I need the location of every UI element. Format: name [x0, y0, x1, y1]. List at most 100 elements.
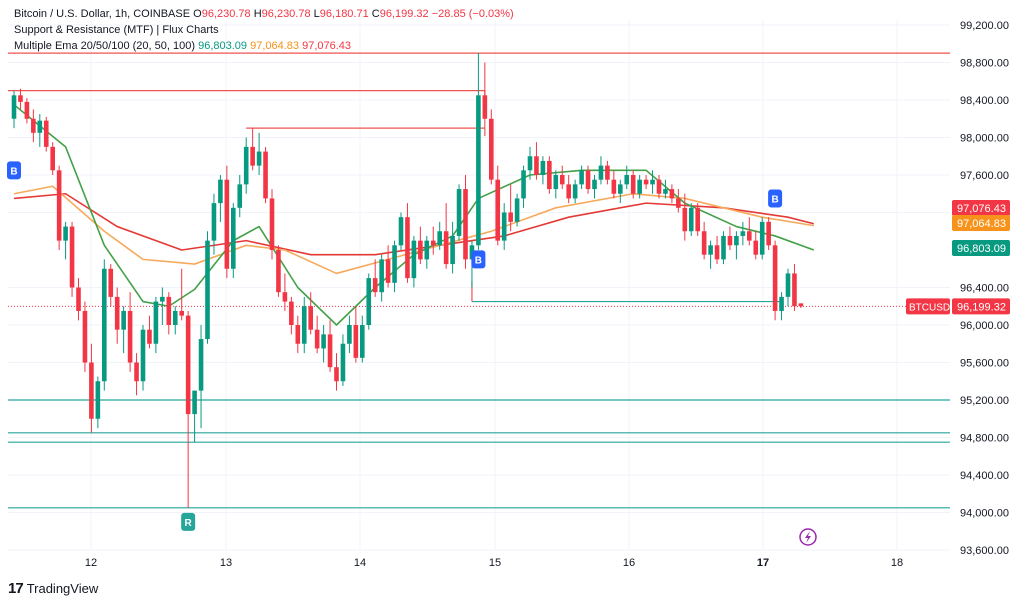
- candle-body: [347, 325, 352, 344]
- candle: [734, 231, 739, 260]
- candle: [553, 170, 559, 199]
- candle-body: [398, 217, 404, 246]
- candle: [121, 306, 126, 354]
- candle-body: [656, 179, 662, 194]
- close-value: 96,199.32: [379, 8, 429, 20]
- candle-body: [82, 310, 88, 363]
- candle-body: [231, 207, 236, 269]
- candle: [69, 221, 75, 297]
- indicator-ema-row[interactable]: Multiple Ema 20/50/100 (20, 50, 100) 96,…: [14, 38, 514, 54]
- indicator-sr-label: Support & Resistance (MTF) | Flux Charts: [14, 24, 219, 36]
- candle-body: [121, 310, 126, 330]
- high-value: 96,230.78: [261, 8, 311, 20]
- signal-marker: B: [7, 161, 21, 180]
- candle: [566, 175, 571, 204]
- brand-label: TradingView: [26, 581, 99, 596]
- candle: [37, 114, 43, 147]
- candle: [463, 175, 468, 269]
- y-tick-label: 98,400.00: [960, 95, 1009, 107]
- candle: [540, 156, 546, 185]
- candle: [443, 203, 449, 269]
- candle: [263, 146, 268, 204]
- candle: [282, 273, 288, 311]
- candle: [63, 221, 68, 260]
- x-tick-label: 16: [623, 557, 635, 569]
- candle: [289, 296, 294, 335]
- high-label: H: [253, 8, 262, 20]
- candle: [766, 217, 771, 250]
- candle: [205, 231, 210, 344]
- candle-body: [527, 156, 533, 171]
- candle-body: [585, 170, 591, 190]
- candle-body: [759, 221, 765, 255]
- signal-marker: B: [768, 189, 783, 208]
- candle: [18, 88, 23, 110]
- symbol-tag-text: BTCUSD: [909, 302, 950, 313]
- candle: [792, 264, 797, 311]
- candle: [418, 226, 423, 265]
- signal-badge: [471, 250, 486, 269]
- chart-legend: Bitcoin / U.S. Dollar, 1h, COINBASE O96,…: [14, 6, 514, 54]
- candle-body: [566, 184, 571, 199]
- y-tick-label: 95,200.00: [960, 395, 1009, 407]
- candle: [637, 175, 642, 199]
- candle-body: [676, 198, 681, 208]
- candle-body: [714, 245, 720, 260]
- candle: [598, 156, 604, 185]
- candle-body: [301, 306, 307, 344]
- ema100-value: 97,076.43: [302, 40, 352, 52]
- candle-body: [579, 170, 584, 185]
- candle: [489, 109, 494, 185]
- candle: [669, 184, 675, 204]
- candle: [192, 390, 197, 443]
- candle-body: [605, 165, 610, 180]
- candle-body: [114, 296, 120, 330]
- x-tick-label: 18: [891, 557, 903, 569]
- candle: [153, 296, 159, 354]
- price-axis[interactable]: 99,200.00 98,800.00 98,400.00 98,000.00 97,6…: [960, 20, 1009, 557]
- candle-body: [276, 250, 281, 293]
- candle-body: [688, 207, 694, 232]
- candle: [682, 193, 688, 241]
- candle-body: [495, 179, 501, 241]
- candle: [630, 170, 636, 199]
- indicator-sr-row[interactable]: Support & Resistance (MTF) | Flux Charts: [14, 22, 514, 38]
- candle: [650, 170, 655, 194]
- candle-body: [663, 189, 668, 194]
- candle: [624, 165, 630, 190]
- candle-body: [708, 245, 713, 255]
- candle: [521, 165, 526, 208]
- candle: [605, 160, 610, 185]
- time-axis[interactable]: 12 13 14 15 16 17 18: [85, 557, 903, 569]
- candle: [185, 310, 191, 508]
- price-label: 97,064.83: [952, 215, 1010, 231]
- candle: [295, 315, 301, 354]
- candle: [321, 325, 326, 363]
- candle: [495, 165, 501, 246]
- candle-body: [172, 310, 178, 325]
- candle: [211, 193, 217, 255]
- tradingview-branding[interactable]: 17 TradingView: [8, 580, 98, 597]
- low-value: 96,180.71: [319, 8, 369, 20]
- candle: [43, 116, 49, 152]
- price-label-text: 97,076.43: [957, 203, 1006, 215]
- candle-body: [37, 120, 43, 133]
- candle-body: [547, 160, 552, 190]
- candle-body: [650, 179, 655, 185]
- candle-body: [340, 343, 346, 382]
- candle-body: [489, 118, 494, 180]
- candle-body: [630, 175, 636, 194]
- candle-body: [701, 231, 707, 255]
- candle: [276, 245, 281, 297]
- candle-body: [411, 240, 417, 279]
- candle-body: [482, 95, 488, 119]
- candle: [392, 240, 397, 293]
- candle-body: [160, 296, 165, 302]
- candle: [243, 137, 249, 194]
- candle-body: [669, 189, 675, 199]
- candle: [527, 146, 533, 180]
- lightning-icon[interactable]: [799, 528, 817, 546]
- candle-body: [772, 245, 778, 311]
- candle: [676, 189, 681, 213]
